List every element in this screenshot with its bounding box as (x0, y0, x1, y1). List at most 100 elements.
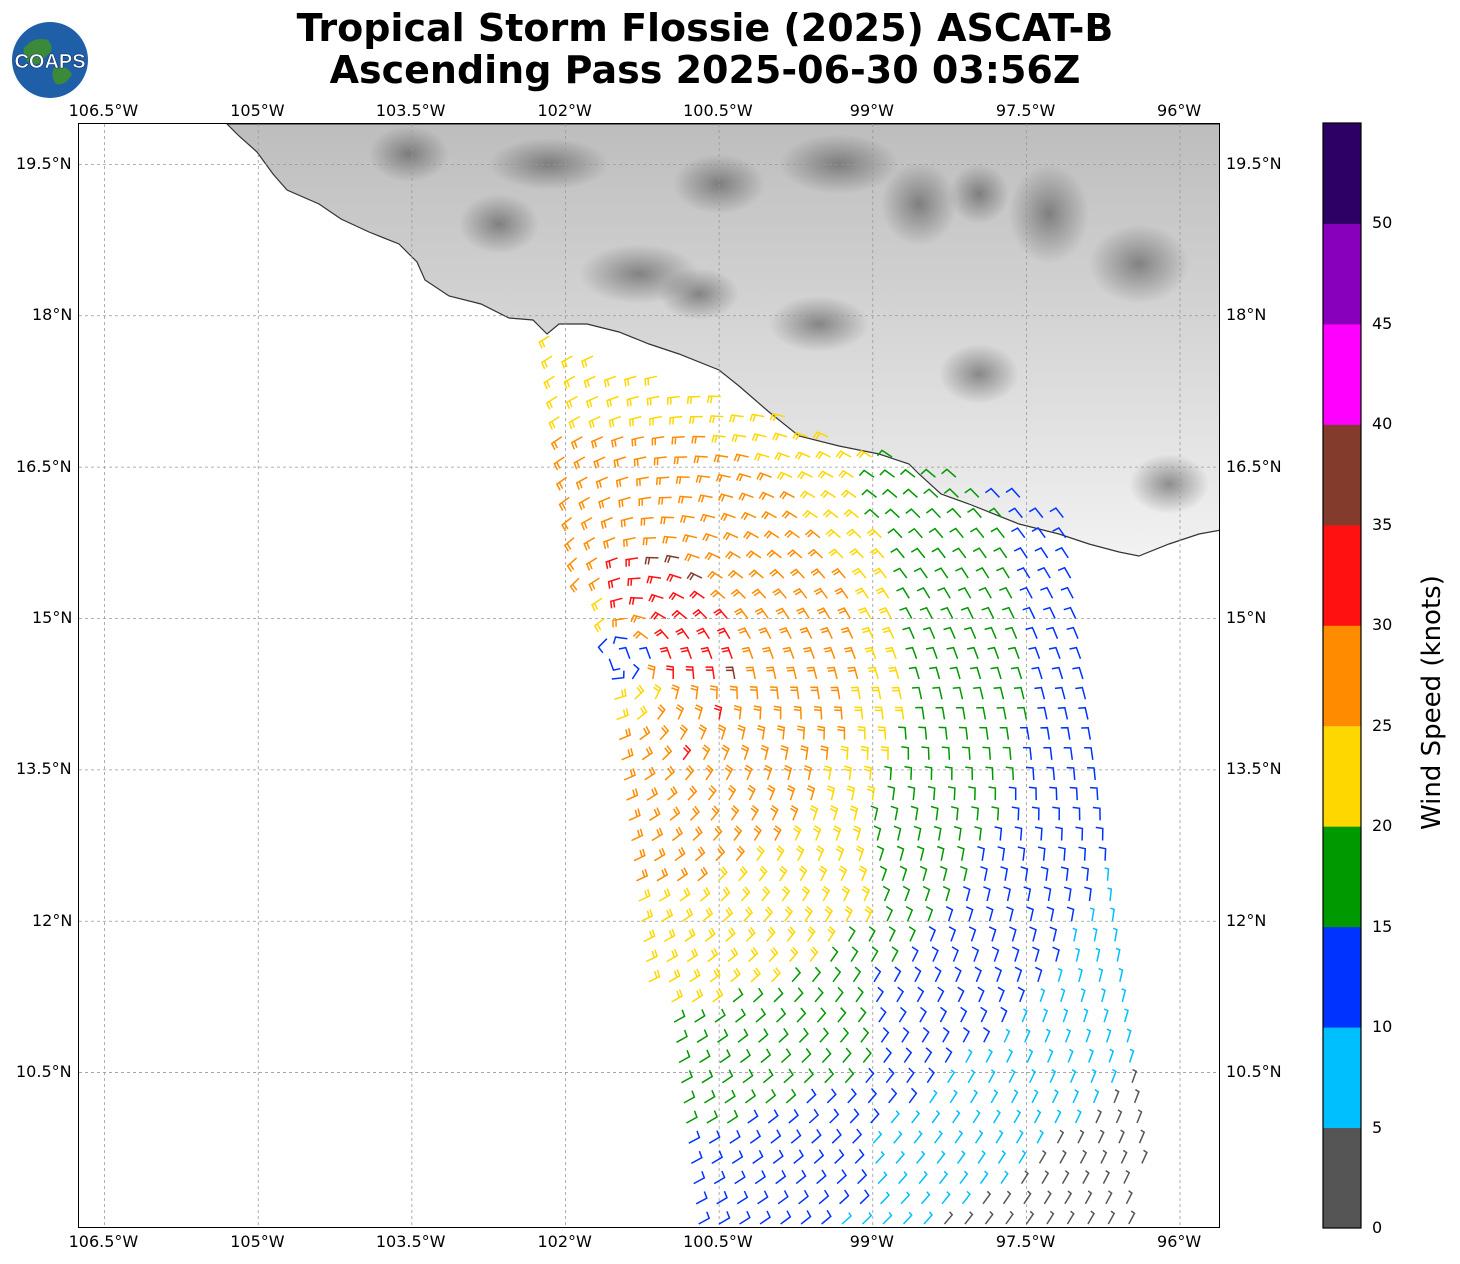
wind-barb (948, 926, 957, 942)
wind-barb (1015, 1129, 1024, 1144)
wind-barb (890, 805, 899, 821)
wind-barb (712, 825, 723, 842)
wind-barb (1011, 527, 1026, 539)
wind-barb (813, 1149, 825, 1164)
wind-barb (1138, 1129, 1146, 1144)
wind-barb (946, 507, 962, 519)
wind-barb (801, 885, 811, 902)
wind-barb (844, 905, 853, 922)
wind-barb (736, 1190, 749, 1205)
lat-tick-label-left: 15°N (32, 607, 73, 627)
wind-barb (701, 1069, 714, 1084)
wind-barb (722, 906, 734, 922)
wind-barb (774, 451, 790, 461)
wind-barb (758, 627, 772, 640)
wind-barb (872, 567, 887, 579)
wind-barb (1037, 706, 1048, 720)
wind-barb (1040, 586, 1054, 599)
terrain-blob (881, 162, 957, 246)
wind-barb (997, 986, 1005, 1003)
wind-barb (1026, 1048, 1034, 1063)
wind-barb (913, 825, 922, 841)
wind-barb (1063, 747, 1074, 760)
wind-barb (852, 825, 862, 841)
wind-barb (915, 706, 925, 720)
wind-barb (716, 1190, 728, 1205)
wind-barb (1074, 1109, 1082, 1124)
wind-barb (717, 866, 728, 882)
wind-barb (854, 1148, 865, 1164)
wind-barb (698, 1211, 711, 1225)
wind-barb (767, 784, 776, 801)
wind-barb (1084, 886, 1092, 902)
wind-barb (558, 496, 570, 511)
wind-barb (754, 452, 770, 462)
wind-barb (769, 412, 785, 422)
wind-barb (984, 487, 1000, 498)
wind-barb (870, 946, 879, 962)
wind-barb (799, 626, 813, 640)
wind-barb (790, 1129, 802, 1144)
wind-barb (1061, 1170, 1070, 1184)
wind-barb (914, 966, 922, 983)
wind-barb (727, 569, 744, 579)
globe-icon (12, 22, 88, 98)
wind-barb (694, 704, 704, 720)
wind-barb (772, 432, 788, 441)
wind-barb (789, 568, 805, 579)
wind-barb (566, 557, 578, 573)
wind-barb (836, 1169, 847, 1185)
wind-barb (696, 627, 710, 640)
wind-barb (841, 885, 851, 902)
wind-barb (982, 746, 992, 760)
wind-barb (831, 1128, 842, 1144)
lat-tick-label-right: 13.5°N (1226, 759, 1282, 779)
wind-barb (1095, 826, 1104, 841)
wind-barb (726, 1109, 739, 1124)
wind-barb (827, 666, 838, 680)
wind-barb (573, 456, 586, 470)
wind-barb (860, 1027, 870, 1043)
wind-barb (855, 986, 864, 1003)
wind-barb (1060, 866, 1069, 881)
wind-barb (679, 887, 691, 902)
wind-barb (1095, 947, 1101, 962)
wind-barb (1110, 1068, 1117, 1083)
wind-barb (1025, 626, 1038, 639)
wind-barb (1082, 1170, 1090, 1184)
wind-barb (770, 1129, 782, 1144)
lon-tick-label-top: 99°W (849, 101, 894, 120)
wind-barb (550, 436, 563, 451)
wind-barb (751, 433, 767, 442)
wind-barb (1006, 1048, 1014, 1063)
wind-barb (999, 586, 1013, 599)
wind-barb (823, 765, 832, 781)
wind-barb (632, 630, 649, 640)
wind-barb (1057, 566, 1072, 579)
wind-barb (783, 1068, 794, 1084)
wind-barb (1042, 1008, 1049, 1023)
wind-barb (1128, 1048, 1135, 1063)
wind-barb (793, 1149, 804, 1164)
wind-barb (1097, 1129, 1105, 1144)
wind-barb (919, 606, 933, 619)
wind-barb (820, 626, 833, 640)
wind-barb (681, 907, 694, 922)
wind-barb (893, 1130, 903, 1144)
wind-barb (807, 548, 823, 559)
wind-barb (818, 865, 828, 882)
wind-barb (1022, 606, 1036, 619)
wind-barb (631, 828, 644, 842)
wind-barb (781, 510, 798, 519)
wind-barb (839, 1027, 850, 1043)
wind-barb (570, 436, 583, 450)
colorbar-bin (1323, 1027, 1361, 1129)
wind-barb (1105, 1028, 1112, 1043)
wind-barb (962, 746, 971, 760)
wind-barb (1020, 866, 1029, 881)
wind-barb (854, 587, 869, 599)
wind-barb (977, 986, 985, 1003)
wind-barb (684, 553, 700, 562)
wind-barb (855, 845, 865, 861)
wind-barb (733, 704, 742, 720)
